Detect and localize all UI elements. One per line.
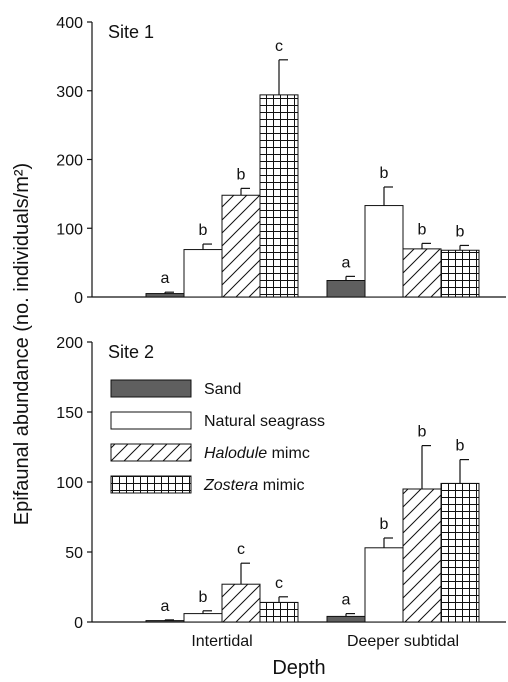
bar-sand-intertidal — [145, 293, 185, 298]
significance-letter: b — [456, 438, 465, 455]
significance-letter: b — [237, 166, 246, 183]
significance-letter: b — [380, 165, 389, 182]
y-tick-label: 0 — [74, 615, 83, 632]
legend-swatch-natural — [110, 411, 192, 430]
significance-letter: a — [342, 254, 351, 271]
y-tick-label: 150 — [56, 405, 83, 422]
panel-title-site-2: Site 2 — [108, 342, 154, 362]
y-tick-label: 0 — [74, 290, 83, 307]
legend-label-zostera: Zostera mimic — [203, 477, 304, 494]
x-tick-label: Deeper subtidal — [347, 633, 459, 650]
bar-sand-deeper-subtidal — [326, 615, 366, 623]
panel-site-2: Site 2 0 50 100 150 200 a a b b c b c b Intertidal Dee… — [56, 335, 506, 650]
bar-sand-intertidal — [145, 620, 185, 623]
significance-letter: c — [237, 541, 245, 558]
legend-label-sand: Sand — [204, 381, 241, 398]
x-tick-label: Intertidal — [191, 633, 252, 650]
bar-zostera-mimic-intertidal — [259, 94, 299, 298]
significance-letter: c — [275, 38, 283, 55]
legend-label-natural: Natural seagrass — [204, 413, 325, 430]
significance-letter: a — [161, 598, 170, 615]
significance-letter: a — [161, 270, 170, 287]
significance-letter: b — [380, 516, 389, 533]
bar-halodule-mimc-intertidal — [221, 194, 261, 298]
y-tick-label: 300 — [56, 84, 83, 101]
significance-letter: b — [418, 221, 427, 238]
significance-letter: b — [199, 222, 208, 239]
legend-swatch-sand — [110, 379, 192, 398]
bar-natural-seagrass-deeper-subtidal — [364, 547, 404, 623]
legend-swatch-halodule — [110, 443, 192, 462]
significance-letter: b — [199, 589, 208, 606]
bar-zostera-mimic-deeper-subtidal — [440, 249, 480, 298]
bar-natural-seagrass-intertidal — [183, 249, 223, 298]
bar-natural-seagrass-deeper-subtidal — [364, 205, 404, 298]
y-tick-label: 50 — [65, 545, 83, 562]
significance-letter: c — [275, 575, 283, 592]
panel-title-site-1: Site 1 — [108, 22, 154, 42]
bar-zostera-mimic-intertidal — [259, 601, 299, 623]
significance-letter: b — [418, 424, 427, 441]
y-tick-label: 100 — [56, 221, 83, 238]
y-tick-label: 400 — [56, 15, 83, 32]
legend-swatch-zostera — [110, 475, 192, 494]
legend-label-halodule: Halodule mimc — [204, 445, 310, 462]
legend: Sand Natural seagrass Halodule mimc Zostera… — [110, 379, 325, 494]
significance-letter: a — [342, 592, 351, 609]
significance-letter: b — [456, 223, 465, 240]
bar-halodule-mimc-deeper-subtidal — [402, 488, 442, 623]
y-axis-label: Epifaunal abundance (no. individuals/m²) — [11, 163, 33, 525]
bar-zostera-mimic-deeper-subtidal — [440, 482, 480, 623]
panel-site-1: Site 1 0 100 200 300 400 a a b b b b c b — [56, 15, 506, 307]
y-tick-label: 100 — [56, 475, 83, 492]
bar-halodule-mimc-deeper-subtidal — [402, 248, 442, 298]
y-tick-label: 200 — [56, 153, 83, 170]
x-axis-label: Depth — [272, 657, 325, 679]
y-tick-label: 200 — [56, 335, 83, 352]
bar-sand-deeper-subtidal — [326, 280, 366, 298]
bar-natural-seagrass-intertidal — [183, 613, 223, 623]
bar-halodule-mimc-intertidal — [221, 583, 261, 623]
